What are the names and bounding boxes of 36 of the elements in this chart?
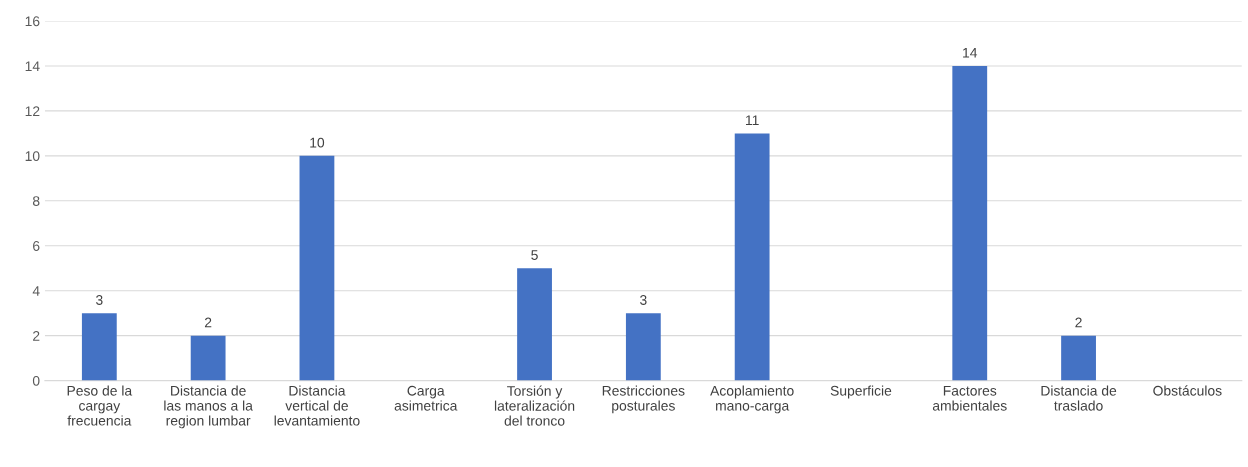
x-tick-label: Factores ambientales (932, 385, 1007, 411)
y-tick-label: 4 (32, 286, 40, 296)
bar (734, 133, 770, 381)
x-tick-label: Distancia de traslado (1041, 385, 1117, 411)
data-label: 10 (310, 137, 325, 148)
y-tick-label: 0 (32, 375, 40, 386)
bar (952, 65, 988, 381)
y-tick-label: 8 (32, 196, 40, 206)
data-label: 3 (96, 295, 103, 305)
bar (81, 313, 117, 381)
y-tick-label: 10 (25, 151, 40, 162)
x-tick-label: Peso de la cargay frecuencia (67, 385, 133, 426)
data-label: 3 (640, 295, 647, 305)
data-label: 5 (531, 250, 538, 260)
bar (190, 335, 226, 381)
x-tick-label: Distancia vertical de levantamiento (274, 385, 360, 426)
y-tick-label: 12 (25, 106, 40, 116)
x-tick-label: Obstáculos (1153, 385, 1222, 396)
bar (517, 268, 552, 381)
bar (625, 313, 661, 381)
x-tick-label: Restricciones posturales (602, 385, 685, 414)
bar (1061, 335, 1096, 381)
data-label: 11 (745, 115, 759, 125)
x-tick-label: Carga asimetrica (394, 385, 458, 411)
x-tick-label: Superficie (830, 385, 892, 399)
x-tick-label: Distancia de las manos a la region lumbar (164, 385, 253, 429)
y-tick-label: 6 (33, 241, 40, 251)
y-tick-label: 2 (33, 330, 40, 341)
y-tick-label: 14 (25, 61, 40, 71)
bar (299, 155, 335, 381)
y-tick-label: 16 (25, 16, 40, 27)
x-tick-label: Torsión y lateralización del tronco (494, 385, 575, 426)
data-label: 2 (1075, 317, 1082, 328)
data-label: 14 (963, 47, 978, 58)
data-label: 2 (204, 317, 212, 328)
x-tick-label: Acoplamiento mano-carga (710, 385, 794, 414)
